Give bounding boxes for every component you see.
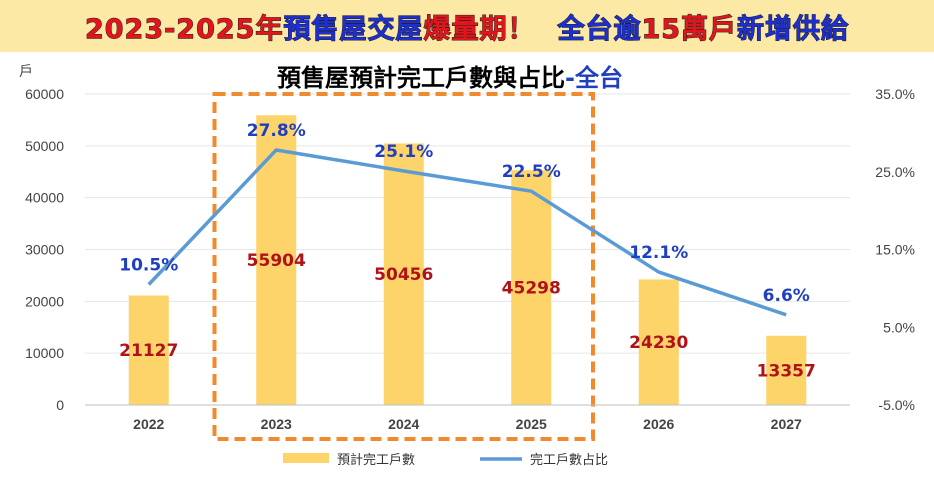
left-axis-tick: 0 [56,397,64,413]
left-axis-unit: 戶 [19,63,33,79]
category-label: 2025 [516,416,547,432]
bar-value-label: 24230 [629,333,688,353]
left-axis-tick: 50000 [25,138,64,154]
bar-2026 [638,279,679,405]
legend: 預計完工戶數 完工戶數占比 [283,452,608,468]
left-axis-tick: 20000 [25,293,64,309]
chart-title-main: 預售屋預計完工戶數與占比 [277,64,565,92]
highlight-region [212,92,595,441]
percent-value-label: 12.1% [629,243,688,263]
headline-nationwide: 全台逾 [557,13,642,45]
left-axis-tick: 10000 [25,345,64,361]
bar-2025 [511,170,552,405]
left-axis-tick: 30000 [25,242,64,258]
right-axis-tick: 35.0% [875,86,915,102]
percent-value-label: 6.6% [763,286,810,306]
axes: 0 10000 20000 30000 40000 50000 60000 -5.0% 5.0%… [25,86,915,432]
category-label: 2022 [133,416,164,432]
right-axis-tick: 5.0% [883,319,915,335]
chart-title: 預售屋預計完工戶數與占比-全台 [277,64,623,92]
category-label: 2026 [643,416,674,432]
percent-value-label: 22.5% [502,162,561,182]
legend-bar-label: 預計完工戶數 [337,452,415,468]
bar-value-label: 45298 [502,279,561,299]
right-axis-tick: 25.0% [875,164,915,180]
category-label: 2023 [261,416,292,432]
bar-2027 [766,335,807,405]
bar-2022 [128,295,169,405]
headline-years: 2023-2025年 [84,13,284,45]
bars [128,115,807,406]
bar-value-label: 21127 [119,341,178,361]
bar-value-label: 13357 [757,361,816,381]
right-axis-tick: -5.0% [878,397,915,413]
category-label: 2024 [388,416,419,432]
headline-count: 15萬戶 [641,13,738,45]
highlight-box [212,92,595,441]
left-axis-tick: 40000 [25,190,64,206]
bar-2024 [383,143,424,405]
category-label: 2027 [771,416,802,432]
headline-supply: 新增供給 [737,13,850,45]
bar-value-label: 55904 [247,251,306,271]
gridlines [85,93,850,354]
right-axis-tick: 15.0% [875,242,915,258]
left-axis-tick: 60000 [25,86,64,102]
headline-peak: 爆量期！ [423,13,536,45]
legend-bar-swatch [283,453,329,463]
bar-value-label: 50456 [374,265,433,285]
combo-chart: 預售屋預計完工戶數與占比-全台 戶 21127 10.5% 55904 27.8% 50… [19,63,915,468]
percent-value-label: 10.5% [119,255,178,275]
percent-value-label: 27.8% [247,121,306,141]
percent-series-line [147,148,787,317]
data-labels: 21127 10.5% 55904 27.8% 50456 25.1% 45298 22.5%… [119,121,816,381]
headline-subject: 預售屋交屋 [283,13,424,45]
chart-title-region: -全台 [565,64,623,92]
legend-line-label: 完工戶數占比 [530,453,608,468]
percent-line [147,148,787,317]
headline-banner: 2023-2025年 預售屋交屋 爆量期！ 全台逾 15萬戶 新增供給 [0,0,934,52]
percent-value-label: 25.1% [374,142,433,162]
